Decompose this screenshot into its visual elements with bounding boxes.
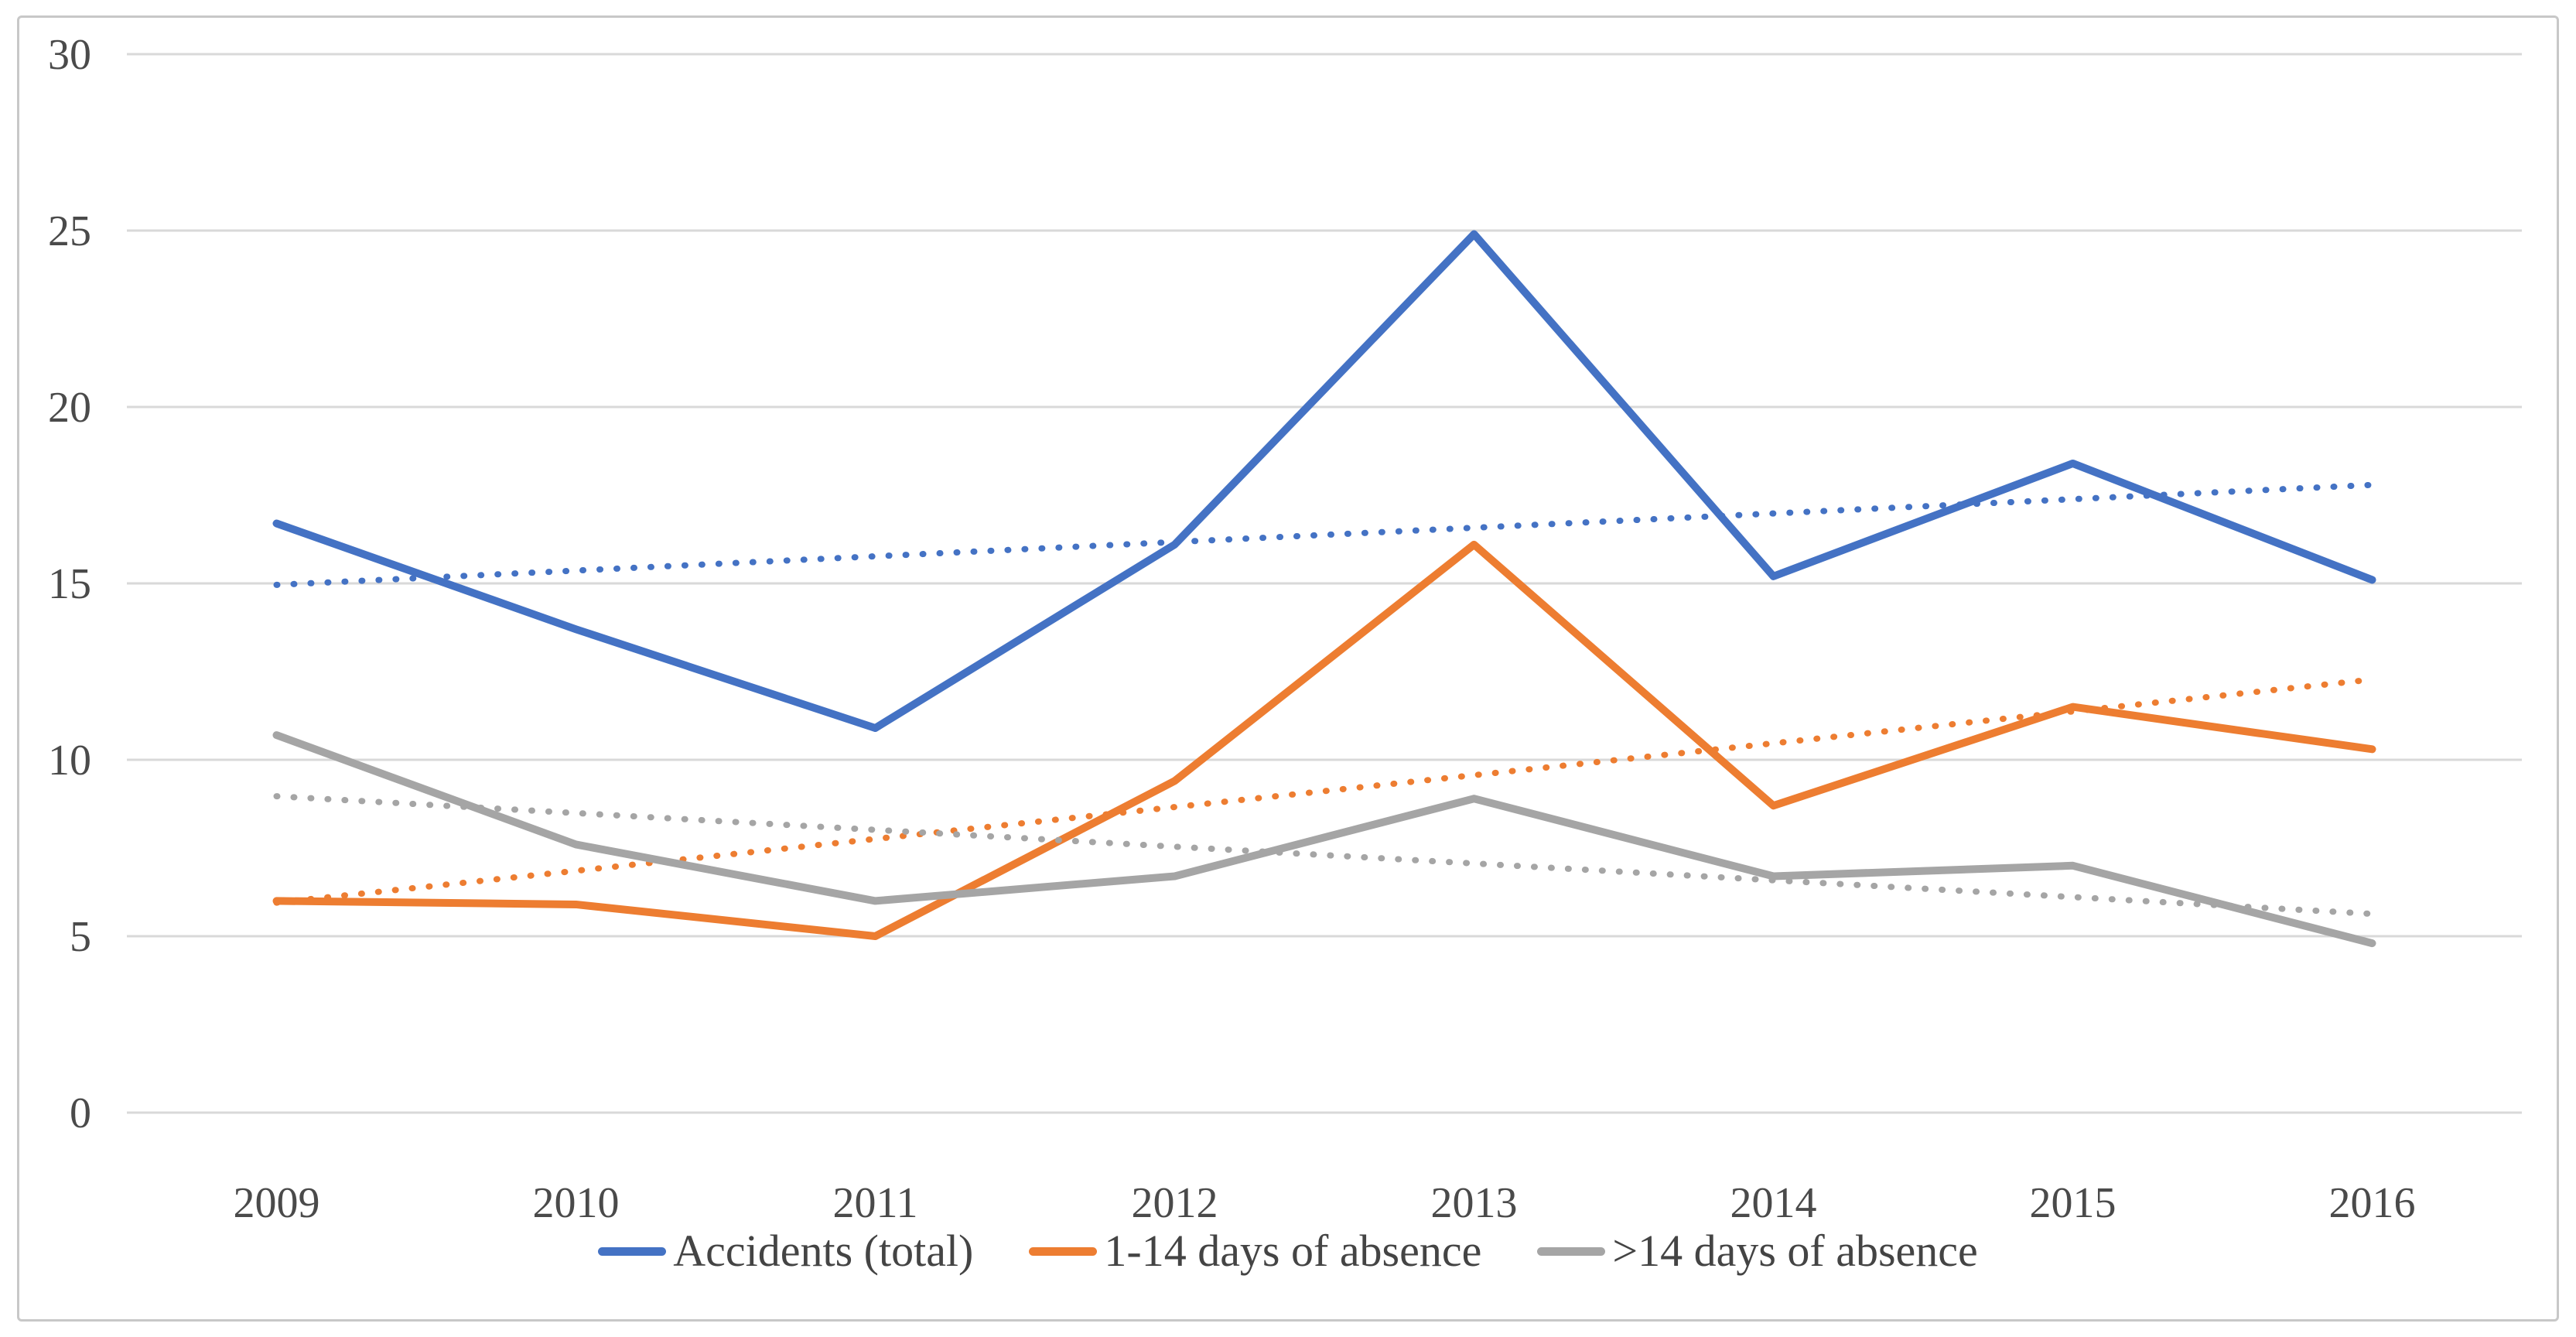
x-tick-label-2013: 2013 <box>1431 1179 1518 1227</box>
legend-swatch-1-14-days <box>1029 1246 1098 1256</box>
x-tick-label-2016: 2016 <box>2329 1179 2416 1227</box>
x-tick-label-2009: 2009 <box>234 1179 320 1227</box>
gridlines <box>127 53 2522 1114</box>
trendline-14-days-of-absence <box>273 793 2376 918</box>
x-tick-label-2014: 2014 <box>1730 1179 1817 1227</box>
series-14-days-of-absence <box>272 731 2376 948</box>
y-tick-label-5: 5 <box>70 913 91 961</box>
x-tick-label-2010: 2010 <box>533 1179 620 1227</box>
legend-item-over-14-days: >14 days of absence <box>1537 1226 1978 1276</box>
chart-frame <box>17 15 2559 1322</box>
legend-swatch-accidents-total <box>598 1246 667 1256</box>
line-1-14-days-of-absence <box>272 540 2376 940</box>
x-tick-label-2015: 2015 <box>2030 1179 2116 1227</box>
x-tick-label-2012: 2012 <box>1132 1179 1218 1227</box>
trendline-accidents-total <box>273 481 2376 588</box>
trendline-1-14-days-of-absence <box>273 676 2376 906</box>
series-accidents-total <box>272 230 2376 732</box>
chart-legend: Accidents (total) 1-14 days of absence >… <box>0 1216 2576 1286</box>
y-tick-label-30: 30 <box>48 31 91 79</box>
x-axis-labels: 2009 2010 2011 2012 2013 2014 2015 2016 <box>234 1179 2416 1227</box>
legend-item-accidents-total: Accidents (total) <box>598 1229 973 1274</box>
legend-item-1-14-days: 1-14 days of absence <box>1029 1229 1481 1274</box>
x-tick-label-2011: 2011 <box>833 1179 918 1227</box>
line-accidents-total <box>272 230 2376 732</box>
legend-label-over-14-days: >14 days of absence <box>1612 1226 1978 1276</box>
y-axis-labels: 0 5 10 15 20 25 30 <box>48 31 91 1137</box>
y-tick-label-20: 20 <box>48 384 91 432</box>
y-tick-label-10: 10 <box>48 737 91 785</box>
legend-label-accidents-total: Accidents (total) <box>673 1226 974 1276</box>
y-tick-label-15: 15 <box>48 560 91 608</box>
series-1-14-days-of-absence <box>272 540 2376 940</box>
legend-label-1-14-days: 1-14 days of absence <box>1104 1226 1482 1276</box>
y-tick-label-25: 25 <box>48 207 91 255</box>
y-tick-label-0: 0 <box>70 1089 91 1137</box>
line-14-days-of-absence <box>272 731 2376 948</box>
legend-swatch-over-14-days <box>1537 1246 1606 1256</box>
